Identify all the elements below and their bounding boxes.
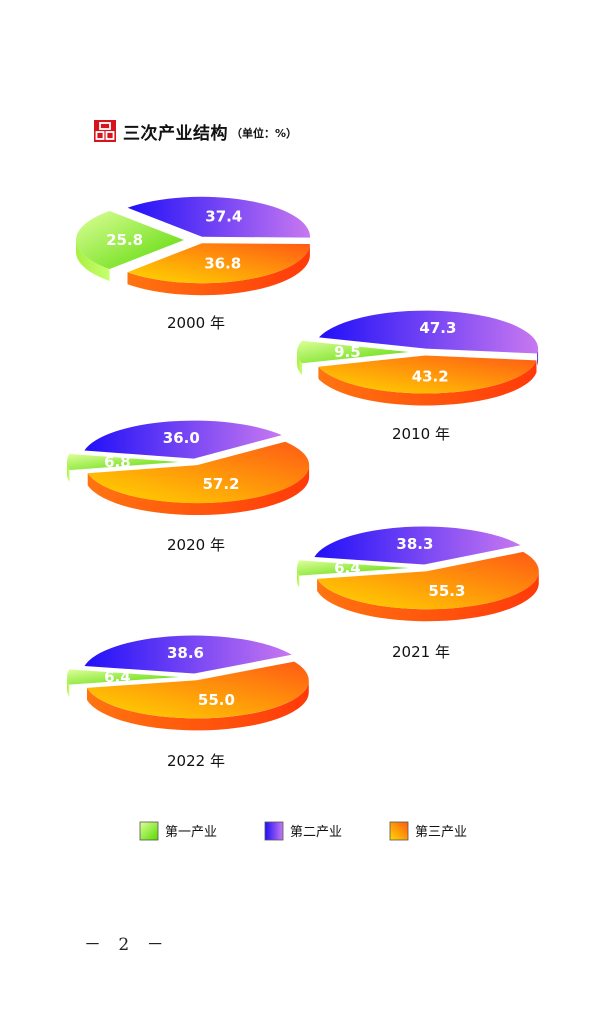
pie-value-label: 55.0 (198, 691, 235, 709)
pie-slice-side (127, 244, 310, 296)
pie-slice-第一产业: 6.4 (297, 559, 409, 588)
pie-slice-top (314, 526, 521, 565)
legend-swatch (139, 821, 159, 841)
pie-year-label: 2022 年 (167, 752, 225, 770)
pie-slice-第三产业: 55.3 (317, 551, 539, 622)
pie-slice-第一产业: 9.5 (297, 340, 409, 376)
pie-year-label: 2010 年 (392, 425, 450, 443)
pie-slice-side (87, 465, 310, 516)
legend-swatch (389, 821, 409, 841)
chart-heading: 三次产业结构 （单位：%） (94, 119, 298, 144)
legend-item-3: 第三产业 (389, 821, 467, 841)
pie-value-label: 47.3 (419, 319, 456, 337)
pie-charts-canvas: 37.4 25.8 36.8 2000 年 47.3 9.5 43.2 2010 年 36.0 6… (66, 196, 539, 841)
legend-item-2: 第二产业 (264, 821, 342, 841)
pie-value-label: 9.5 (334, 343, 361, 361)
pie-slice-side (87, 680, 309, 731)
pie-slice-side (297, 352, 302, 376)
pie-slice-side (318, 360, 537, 406)
pie-slice-top (75, 211, 184, 269)
pie-slice-第一产业: 6.4 (67, 668, 179, 697)
pie-value-label: 6.8 (104, 453, 131, 471)
pie-chart-3: 36.0 6.8 57.2 2020 年 (66, 420, 310, 554)
pie-value-label: 36.0 (163, 429, 200, 447)
pie-value-label: 57.2 (202, 475, 239, 493)
pie-value-label: 38.3 (396, 535, 433, 553)
pie-slice-top (318, 355, 537, 394)
pie-slice-top (297, 340, 409, 364)
pie-slice-top (319, 310, 539, 354)
pie-year-label: 2020 年 (167, 536, 225, 554)
pie-value-label: 6.4 (104, 668, 131, 686)
pie-chart-4: 38.3 6.4 55.3 2021 年 (297, 526, 539, 661)
pie-slice-第二产业: 38.3 (314, 526, 521, 565)
pie-slice-top (297, 560, 409, 576)
pie-value-label: 25.8 (106, 231, 143, 249)
pie-slice-side (75, 240, 110, 281)
pie-slice-top (67, 669, 179, 685)
stats-logo-icon (94, 120, 116, 142)
pie-slice-第三产业: 55.0 (87, 661, 309, 731)
pie-slice-top (317, 551, 539, 610)
pie-slice-side (537, 348, 539, 366)
pie-slice-第二产业: 38.6 (84, 635, 292, 674)
pie-slice-top (87, 441, 310, 504)
pie-slice-side (66, 462, 70, 483)
pie-slice-top (66, 453, 179, 471)
pie-slice-top (127, 196, 311, 238)
pie-chart-5: 38.6 6.4 55.0 2022 年 (67, 635, 309, 770)
pie-slice-top (127, 243, 310, 284)
pie-slice-第二产业: 37.4 (127, 196, 311, 250)
pie-chart-1: 37.4 25.8 36.8 2000 年 (75, 196, 311, 332)
legend-label: 第三产业 (415, 825, 467, 840)
pie-slice-side (317, 571, 539, 622)
legend-swatch (264, 821, 284, 841)
pie-slice-第二产业: 47.3 (319, 310, 539, 366)
pie-value-label: 55.3 (428, 582, 465, 600)
pie-slice-第三产业: 57.2 (87, 441, 310, 516)
pie-year-label: 2021 年 (392, 643, 450, 661)
pie-value-label: 36.8 (204, 255, 241, 273)
legend-label: 第一产业 (165, 825, 217, 840)
pie-slice-top (87, 661, 309, 719)
pie-slice-第一产业: 25.8 (75, 211, 184, 281)
pie-slice-side (67, 677, 70, 697)
pie-slice-第三产业: 43.2 (318, 355, 537, 406)
legend-label: 第二产业 (290, 825, 342, 840)
pie-value-label: 38.6 (167, 644, 204, 662)
pie-slice-第一产业: 6.8 (66, 453, 179, 483)
pie-year-label: 2000 年 (167, 314, 225, 332)
pie-slice-第三产业: 36.8 (127, 243, 310, 296)
legend-item-1: 第一产业 (139, 821, 217, 841)
pie-chart-2: 47.3 9.5 43.2 2010 年 (297, 310, 539, 443)
pie-slice-top (84, 635, 292, 674)
pie-slice-top (84, 420, 282, 459)
pie-value-label: 6.4 (334, 559, 361, 577)
pie-slice-第二产业: 36.0 (84, 420, 282, 459)
chart-unit: （单位：%） (231, 126, 298, 140)
page-number: － 2 － (84, 935, 170, 955)
pie-value-label: 37.4 (205, 208, 242, 226)
pie-slice-side (297, 568, 300, 588)
pie-value-label: 43.2 (412, 367, 449, 385)
chart-title: 三次产业结构 (123, 123, 228, 144)
